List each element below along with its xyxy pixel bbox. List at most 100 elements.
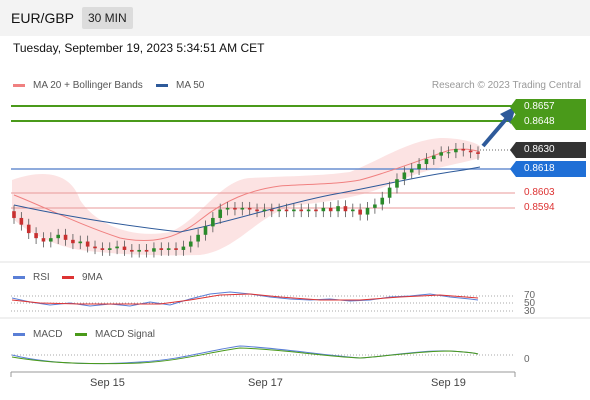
candle-body bbox=[439, 152, 443, 156]
candle-body bbox=[115, 246, 119, 249]
candle-body bbox=[181, 246, 186, 250]
resistance-2-tag: 0.8657 bbox=[510, 99, 586, 115]
candle-body bbox=[402, 172, 407, 180]
legend-macd-signal-label: MACD Signal bbox=[95, 329, 156, 340]
timeframe-badge[interactable]: 30 MIN bbox=[82, 7, 133, 29]
candle-body bbox=[262, 209, 267, 212]
candle-body bbox=[93, 246, 97, 249]
ma20-swatch bbox=[13, 84, 25, 87]
candle-body bbox=[19, 217, 24, 225]
candle-body bbox=[49, 238, 53, 242]
macd-signal-swatch bbox=[75, 333, 87, 336]
candle-body bbox=[203, 226, 208, 235]
ma50-line bbox=[13, 166, 481, 233]
candle-body bbox=[284, 209, 289, 212]
candle-body bbox=[365, 207, 370, 215]
candle-body bbox=[468, 150, 473, 153]
candle-body bbox=[196, 234, 200, 242]
rsi-swatch bbox=[13, 276, 25, 279]
candle-body bbox=[380, 197, 385, 205]
candle-body bbox=[461, 148, 466, 151]
legend-rsi-label: RSI bbox=[33, 272, 50, 283]
x-label-sep17: Sep 17 bbox=[248, 377, 283, 389]
x-label-sep15: Sep 15 bbox=[90, 377, 125, 389]
candlestick-series bbox=[12, 143, 480, 258]
candle-body bbox=[387, 187, 392, 198]
legend-rsi: RSI bbox=[13, 272, 50, 283]
legend-ma50-label: MA 50 bbox=[176, 80, 205, 91]
candle-body bbox=[152, 248, 156, 252]
legend-rsi-ma9-label: 9MA bbox=[82, 272, 103, 283]
candle-body bbox=[269, 209, 274, 212]
candle-body bbox=[417, 164, 421, 170]
candle-body bbox=[71, 239, 75, 244]
legend-ma20: MA 20 + Bollinger Bands bbox=[13, 80, 143, 91]
candle-body bbox=[476, 152, 480, 154]
ma20-line bbox=[13, 148, 481, 242]
candle-body bbox=[41, 238, 46, 242]
candle-body bbox=[432, 155, 436, 159]
candle-body bbox=[454, 148, 458, 153]
candle-body bbox=[159, 248, 164, 250]
candle-body bbox=[63, 234, 68, 240]
macd-signal-line bbox=[11, 347, 479, 365]
candle-body bbox=[321, 207, 326, 212]
candle-body bbox=[34, 233, 38, 239]
candle-body bbox=[424, 159, 429, 165]
resistance-1-value: 0.8648 bbox=[524, 116, 555, 127]
candle-body bbox=[358, 209, 362, 215]
candle-body bbox=[100, 248, 105, 250]
candle-body bbox=[26, 224, 31, 234]
candle-body bbox=[56, 234, 60, 239]
candle-body bbox=[373, 204, 377, 208]
candle-body bbox=[85, 241, 90, 247]
candle-body bbox=[277, 209, 281, 212]
candle-body bbox=[336, 206, 340, 212]
candle-body bbox=[12, 211, 16, 218]
candle-body bbox=[218, 209, 223, 218]
x-label-sep19: Sep 19 bbox=[431, 377, 466, 389]
resistance-1-tag: 0.8648 bbox=[510, 114, 586, 130]
candle-body bbox=[395, 179, 399, 188]
candle-body bbox=[122, 246, 127, 250]
candle-body bbox=[328, 207, 333, 212]
legend-macd: MACD bbox=[13, 329, 62, 340]
candle-body bbox=[247, 207, 252, 210]
candle-body bbox=[130, 249, 134, 252]
rsi-50-label: 50 bbox=[524, 298, 536, 309]
rsi-30-label: 30 bbox=[524, 306, 536, 317]
candle-body bbox=[292, 209, 296, 212]
support-2-value: 0.8594 bbox=[524, 202, 555, 213]
candle-body bbox=[233, 207, 237, 210]
candle-body bbox=[409, 169, 414, 173]
candle-body bbox=[188, 241, 193, 247]
rsi-70-label: 70 bbox=[524, 290, 536, 301]
legend-macd-label: MACD bbox=[33, 329, 63, 340]
candle-body bbox=[78, 241, 83, 244]
candle-body bbox=[240, 207, 245, 210]
pivot-tag: 0.8618 bbox=[510, 161, 586, 177]
ma50-swatch bbox=[156, 84, 168, 87]
candle-body bbox=[211, 217, 215, 227]
legend-macd-signal: MACD Signal bbox=[75, 329, 155, 340]
last-price-value: 0.8630 bbox=[524, 144, 555, 155]
candle-body bbox=[225, 207, 230, 210]
credit-text: Research © 2023 Trading Central bbox=[431, 80, 581, 91]
candle-body bbox=[306, 209, 311, 212]
support-1-value: 0.8603 bbox=[524, 187, 555, 198]
rsi-ma9-line bbox=[11, 293, 479, 305]
candle-body bbox=[314, 209, 318, 212]
pivot-value: 0.8618 bbox=[524, 163, 555, 174]
candle-body bbox=[255, 209, 259, 212]
candle-body bbox=[350, 209, 355, 212]
macd-swatch bbox=[13, 333, 25, 336]
candle-body bbox=[107, 248, 112, 250]
legend-rsi-ma9: 9MA bbox=[62, 272, 103, 283]
candle-body bbox=[144, 249, 149, 252]
legend-ma50: MA 50 bbox=[156, 80, 204, 91]
chart-timestamp: Tuesday, September 19, 2023 5:34:51 AM C… bbox=[13, 41, 265, 55]
candle-body bbox=[446, 152, 451, 154]
candle-body bbox=[343, 206, 348, 212]
forecast-arrow-shaft bbox=[481, 116, 509, 148]
